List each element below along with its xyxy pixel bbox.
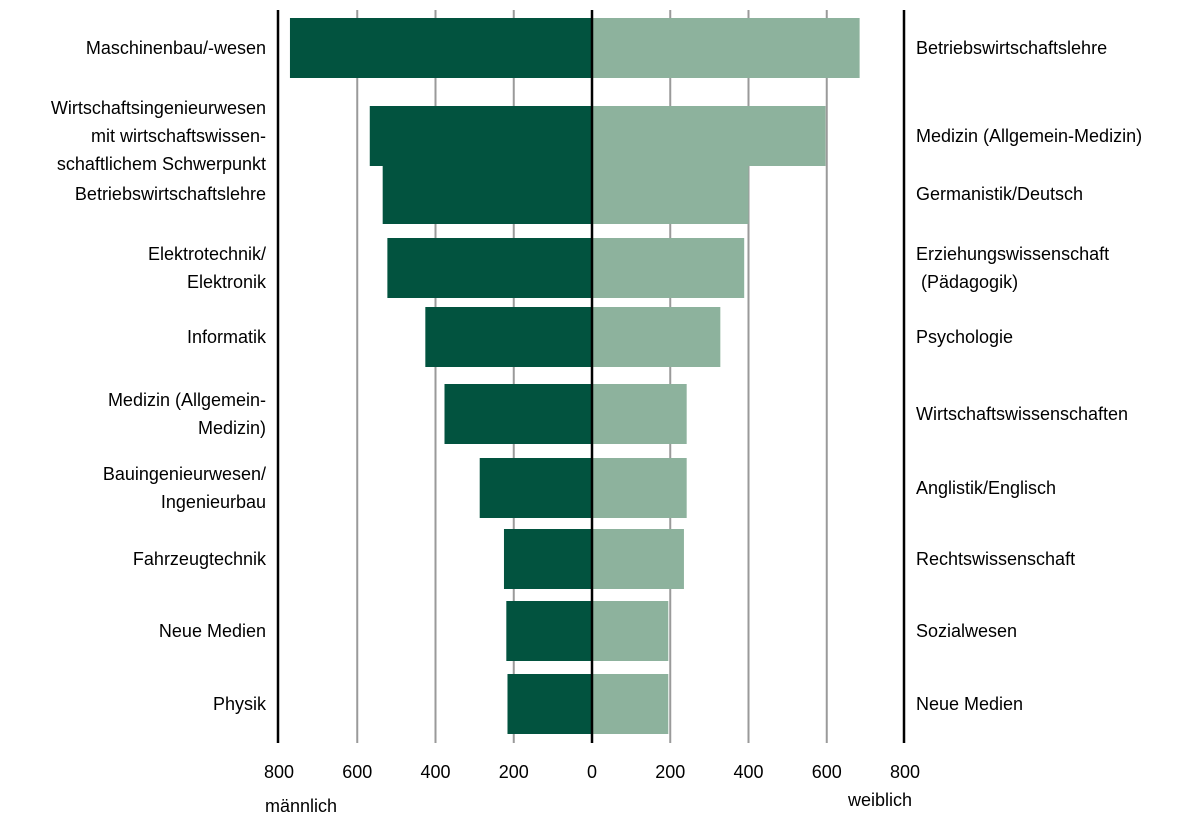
- female-category-label-6: Anglistik/Englisch: [916, 478, 1056, 498]
- bar-male-8: [506, 601, 592, 661]
- bar-male-9: [507, 674, 592, 734]
- bar-male-5: [444, 384, 592, 444]
- female-category-label-0: Betriebswirtschaftslehre: [916, 38, 1107, 58]
- male-category-label-9: Physik: [213, 694, 267, 714]
- bar-male-4: [425, 307, 592, 367]
- male-axis-label: männlich: [265, 796, 337, 816]
- female-category-label-9: Neue Medien: [916, 694, 1023, 714]
- male-category-label-6: Bauingenieurwesen/Ingenieurbau: [103, 464, 266, 512]
- bar-male-2: [382, 164, 592, 224]
- male-category-label-8: Neue Medien: [159, 621, 266, 641]
- bar-female-9: [592, 674, 669, 734]
- male-category-label-3: Elektrotechnik/Elektronik: [148, 244, 267, 292]
- bar-female-7: [592, 529, 684, 589]
- male-category-label-7: Fahrzeugtechnik: [133, 549, 267, 569]
- tick-label-right-800: 800: [890, 762, 920, 782]
- tick-label-right-200: 200: [655, 762, 685, 782]
- tick-label-left-600: 600: [342, 762, 372, 782]
- bar-female-3: [592, 238, 745, 298]
- bar-female-6: [592, 458, 687, 518]
- tick-label-left-200: 200: [499, 762, 529, 782]
- bar-female-8: [592, 601, 669, 661]
- male-category-label-1: Wirtschaftsingenieurwesen mit wirtschafts…: [51, 98, 266, 174]
- tick-label-left-400: 400: [420, 762, 450, 782]
- tick-label-right-600: 600: [812, 762, 842, 782]
- male-category-label-5: Medizin (Allgemein-Medizin): [108, 390, 266, 438]
- bar-male-6: [479, 458, 592, 518]
- bar-male-3: [387, 238, 592, 298]
- tick-label-right-400: 400: [733, 762, 763, 782]
- bar-female-2: [592, 164, 749, 224]
- male-category-label-2: Betriebswirtschaftslehre: [75, 184, 266, 204]
- bar-male-0: [289, 18, 592, 78]
- female-category-label-3: Erziehungswissenschaft (Pädagogik): [916, 244, 1109, 292]
- female-category-label-1: Medizin (Allgemein-Medizin): [916, 126, 1142, 146]
- bar-male-1: [369, 106, 592, 166]
- female-axis-label: weiblich: [847, 790, 912, 810]
- male-category-label-4: Informatik: [187, 327, 267, 347]
- bar-female-5: [592, 384, 687, 444]
- bar-female-1: [592, 106, 826, 166]
- bar-female-4: [592, 307, 721, 367]
- female-category-label-2: Germanistik/Deutsch: [916, 184, 1083, 204]
- male-category-label-0: Maschinenbau/-wesen: [86, 38, 266, 58]
- bar-male-7: [503, 529, 592, 589]
- female-category-label-4: Psychologie: [916, 327, 1013, 347]
- female-category-label-7: Rechtswissenschaft: [916, 549, 1075, 569]
- tick-label-left-800: 800: [264, 762, 294, 782]
- bar-female-0: [592, 18, 860, 78]
- female-category-label-8: Sozialwesen: [916, 621, 1017, 641]
- tick-label-zero: 0: [587, 762, 597, 782]
- female-category-label-5: Wirtschaftswissenschaften: [916, 404, 1128, 424]
